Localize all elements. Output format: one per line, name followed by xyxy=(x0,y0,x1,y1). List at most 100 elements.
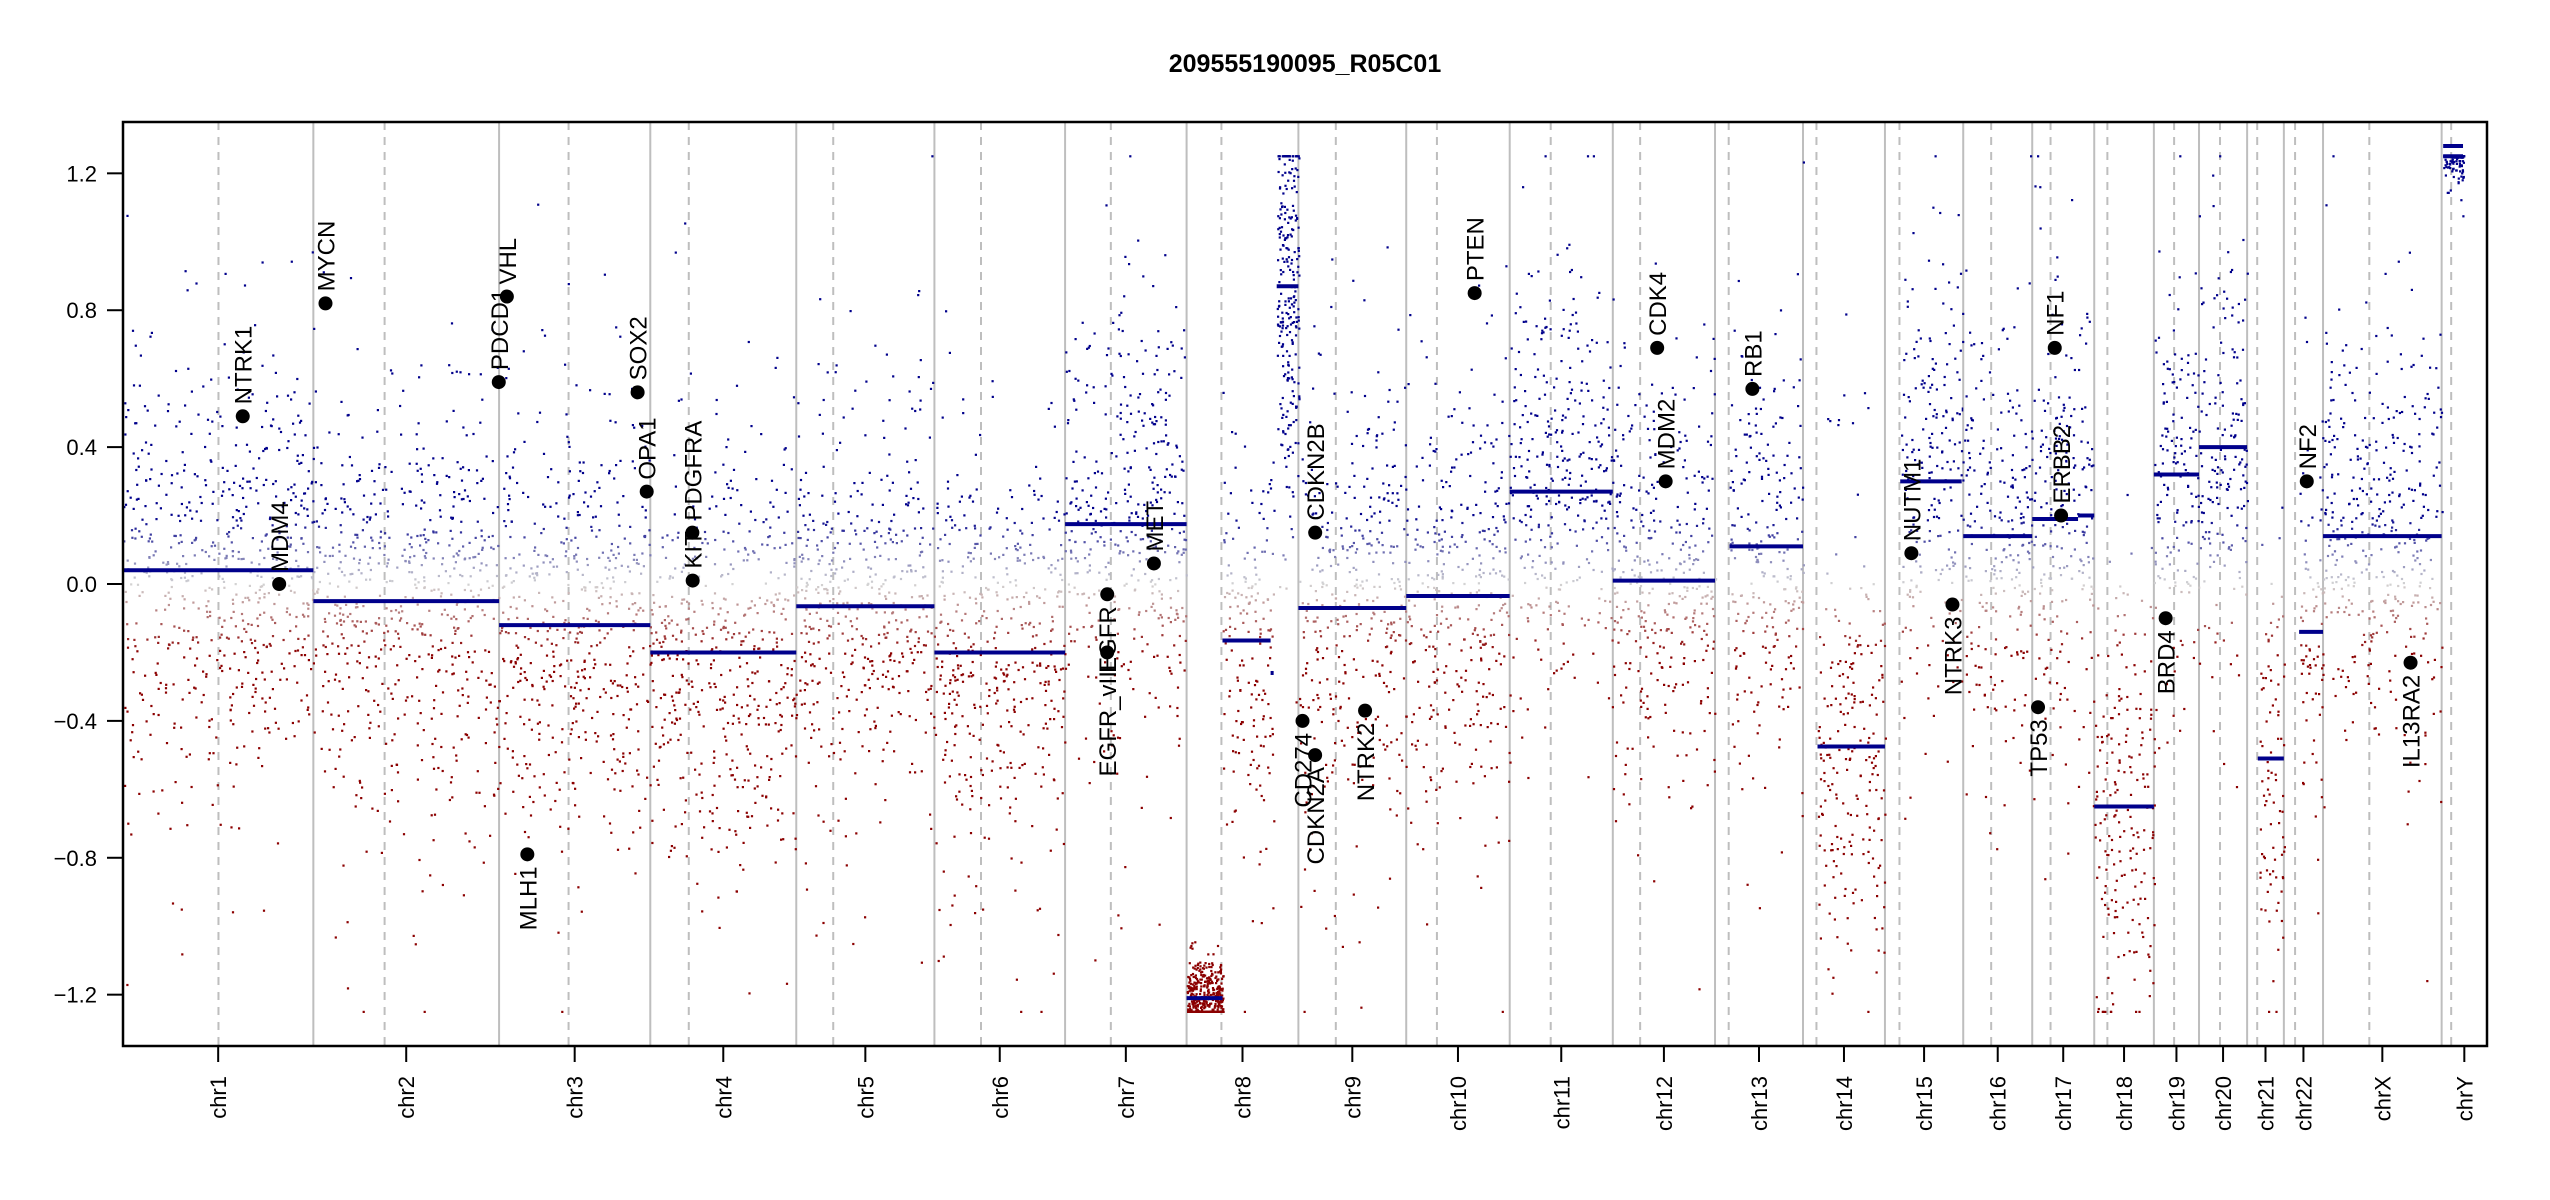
probe-point xyxy=(449,575,452,578)
probe-point xyxy=(1036,664,1039,667)
probe-point xyxy=(264,534,267,537)
probe-point xyxy=(841,727,844,731)
probe-point xyxy=(753,698,756,701)
probe-point xyxy=(685,618,688,621)
probe-point xyxy=(348,676,351,679)
probe-point xyxy=(979,592,982,595)
probe-point xyxy=(906,570,909,573)
probe-point xyxy=(215,736,218,739)
probe-point xyxy=(517,412,520,415)
probe-point xyxy=(1190,974,1193,977)
probe-point xyxy=(941,660,944,663)
probe-point xyxy=(713,784,716,787)
probe-point xyxy=(714,538,717,542)
probe-point xyxy=(1471,632,1474,635)
probe-point xyxy=(1117,914,1120,917)
probe-point xyxy=(1259,744,1262,747)
probe-point xyxy=(994,647,997,650)
probe-point xyxy=(459,531,463,534)
probe-point xyxy=(313,571,316,574)
probe-point xyxy=(455,618,458,621)
probe-point xyxy=(683,598,686,601)
probe-point xyxy=(1084,737,1088,740)
probe-point xyxy=(564,685,567,688)
probe-point xyxy=(627,565,630,568)
probe-point xyxy=(493,685,496,688)
probe-point xyxy=(596,586,599,589)
probe-point xyxy=(1113,618,1116,621)
probe-point xyxy=(1199,988,1202,991)
probe-point xyxy=(1024,622,1027,625)
probe-point xyxy=(328,612,331,615)
probe-point xyxy=(989,526,992,529)
probe-point xyxy=(738,721,741,724)
probe-point xyxy=(436,481,439,484)
probe-point xyxy=(914,631,917,634)
probe-point xyxy=(1315,599,1318,602)
probe-point xyxy=(510,660,513,663)
probe-point xyxy=(1190,992,1193,995)
probe-point xyxy=(1291,378,1294,381)
probe-point xyxy=(747,340,750,344)
probe-point xyxy=(324,645,327,649)
probe-point xyxy=(578,461,581,464)
probe-point xyxy=(1441,605,1444,608)
probe-point xyxy=(1208,1004,1211,1007)
probe-point xyxy=(1292,395,1295,398)
probe-point xyxy=(1373,613,1376,616)
probe-point xyxy=(368,727,371,730)
probe-point xyxy=(254,324,257,327)
probe-point xyxy=(1043,683,1046,686)
probe-point xyxy=(875,530,878,533)
probe-point xyxy=(895,542,898,545)
probe-point xyxy=(315,520,318,523)
probe-point xyxy=(499,632,502,635)
probe-point xyxy=(567,441,570,444)
probe-point xyxy=(1076,628,1079,631)
probe-point xyxy=(662,640,665,644)
probe-point xyxy=(1393,621,1396,624)
probe-point xyxy=(818,559,821,562)
probe-point xyxy=(568,758,571,761)
probe-point xyxy=(1010,725,1013,728)
probe-point xyxy=(300,699,303,702)
probe-point xyxy=(1225,532,1228,535)
probe-point xyxy=(199,519,203,522)
probe-point xyxy=(1369,496,1373,499)
probe-point xyxy=(596,710,599,713)
probe-point xyxy=(869,567,873,570)
probe-point xyxy=(1286,325,1289,328)
probe-point xyxy=(527,495,530,499)
probe-point xyxy=(338,567,341,570)
probe-point xyxy=(495,564,498,567)
probe-point xyxy=(791,542,794,545)
probe-point xyxy=(455,603,458,606)
probe-point xyxy=(152,713,155,716)
probe-point xyxy=(231,598,234,601)
probe-point xyxy=(1166,655,1169,658)
probe-point xyxy=(339,748,342,751)
probe-point xyxy=(374,655,377,658)
probe-point xyxy=(417,422,420,425)
probe-point xyxy=(845,864,848,867)
probe-point xyxy=(874,783,877,786)
probe-point xyxy=(584,491,587,494)
probe-point xyxy=(838,711,841,714)
probe-point xyxy=(1015,978,1018,981)
probe-point xyxy=(1204,962,1207,965)
probe-point xyxy=(1279,403,1282,406)
probe-point xyxy=(1289,217,1292,220)
probe-point xyxy=(1279,269,1282,272)
probe-point xyxy=(468,557,471,560)
probe-point xyxy=(1380,531,1384,534)
probe-point xyxy=(832,751,836,755)
probe-point xyxy=(450,617,453,620)
probe-point xyxy=(1133,637,1136,640)
probe-point xyxy=(613,680,616,683)
probe-point xyxy=(553,601,557,604)
probe-point xyxy=(1156,549,1159,552)
probe-point xyxy=(138,792,141,795)
probe-point xyxy=(917,640,920,644)
probe-point xyxy=(975,602,978,605)
probe-point xyxy=(1208,980,1211,983)
